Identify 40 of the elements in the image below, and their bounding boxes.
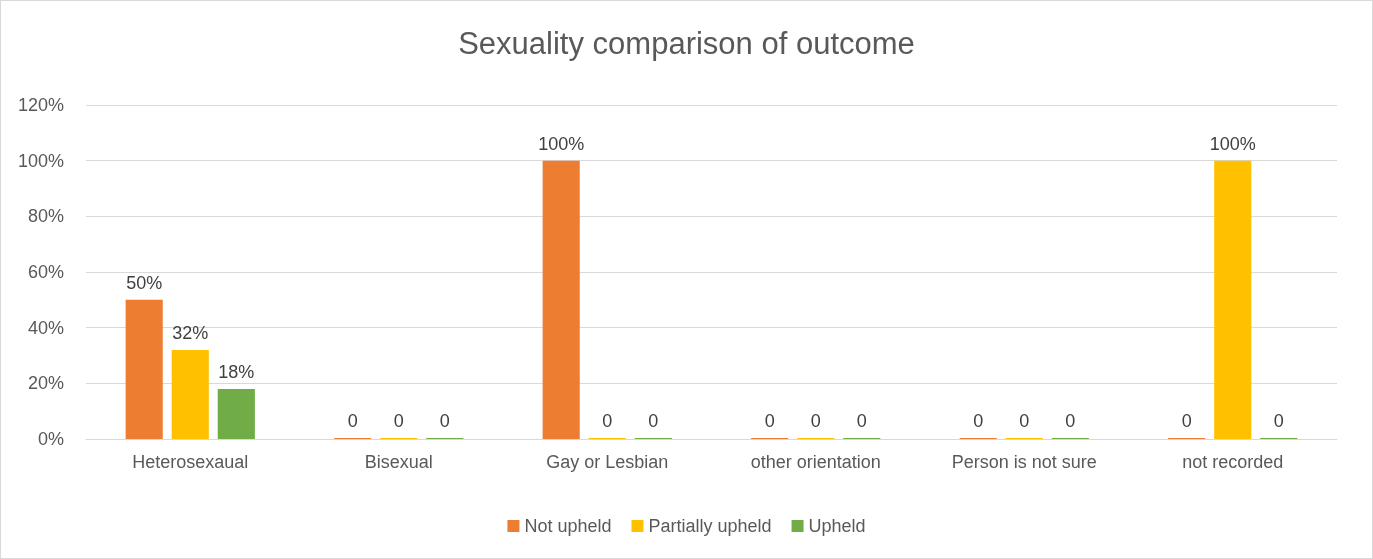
data-label: 0 (393, 411, 404, 431)
data-label: 100% (538, 133, 585, 154)
data-label: 0 (1019, 411, 1030, 431)
x-tick-label: Bisexual (364, 452, 433, 472)
data-label: 0 (648, 411, 659, 431)
bar (171, 349, 209, 439)
data-label: 0 (1181, 411, 1192, 431)
x-tick-label: Gay or Lesbian (546, 452, 669, 472)
data-label: 0 (810, 411, 821, 431)
legend-label: Partially upheld (648, 516, 772, 536)
y-tick-label: 100% (17, 150, 64, 171)
data-label: 0 (602, 411, 613, 431)
data-label: 18% (218, 361, 255, 382)
y-tick-label: 0% (37, 429, 64, 449)
y-tick-label: 60% (27, 262, 64, 282)
y-tick-label: 20% (27, 373, 64, 394)
legend-label: Upheld (808, 516, 866, 536)
bar (125, 299, 163, 439)
chart-title: Sexuality comparison of outcome (458, 26, 915, 61)
data-label: 0 (1065, 411, 1076, 431)
data-label: 0 (439, 411, 450, 431)
data-label: 0 (973, 411, 984, 431)
x-tick-label: other orientation (750, 452, 881, 472)
bar (542, 160, 580, 439)
data-label: 50% (126, 272, 163, 293)
bar (217, 388, 255, 439)
y-tick-label: 120% (17, 95, 64, 115)
data-label: 0 (856, 411, 867, 431)
y-tick-label: 80% (27, 206, 64, 227)
data-label: 100% (1209, 133, 1256, 154)
legend-label: Not upheld (524, 516, 612, 536)
y-tick-label: 40% (27, 317, 64, 338)
data-label: 32% (172, 322, 209, 343)
x-tick-label: not recorded (1182, 452, 1284, 472)
bar (1214, 160, 1252, 439)
x-tick-label: Heterosexaual (132, 452, 249, 472)
data-label: 0 (764, 411, 775, 431)
data-label: 0 (347, 411, 358, 431)
data-label: 0 (1273, 411, 1284, 431)
x-tick-label: Person is not sure (951, 452, 1097, 472)
